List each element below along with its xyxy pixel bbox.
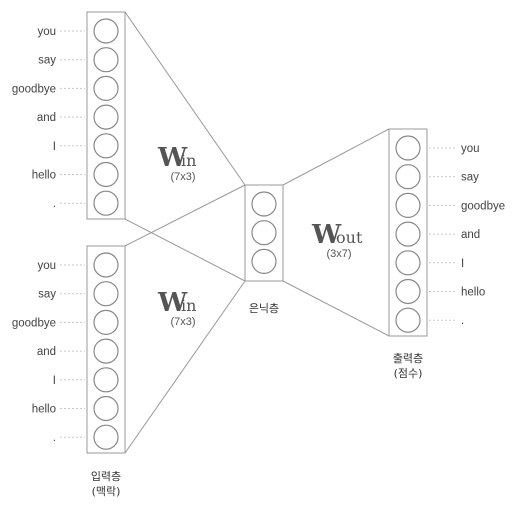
output-word: .: [461, 315, 464, 327]
w-in-bottom-edge-lower: [124, 280, 246, 454]
w-out-dim: (3x7): [326, 248, 351, 260]
input-layer-top-neuron: [93, 18, 119, 44]
input-layer-bottom-neuron: [93, 424, 119, 450]
input-bottom-word: hello: [32, 404, 56, 416]
input-layer-bottom-neuron: [93, 309, 119, 335]
output-word: hello: [461, 287, 485, 299]
w-out-letter: W: [311, 220, 342, 250]
output-layer-neuron: [395, 135, 421, 161]
w-out-edge-upper: [282, 128, 390, 186]
output-word: you: [461, 143, 480, 155]
hidden-layer-label: 은닉층: [249, 302, 279, 315]
input-top-word: I: [53, 141, 56, 153]
input-layer-sublabel: (맥락): [92, 485, 121, 498]
texts: W in (7x3) W in (7x3) W out (3x7) 은닉층 출력…: [91, 143, 423, 498]
input-bottom-word: say: [38, 289, 56, 301]
w-out-edge-lower: [282, 280, 390, 337]
output-layer-sublabel: (점수): [394, 367, 423, 380]
w-out-sub: out: [336, 228, 363, 247]
input-bottom-word: you: [37, 260, 56, 272]
input-layer-top-neuron: [93, 75, 119, 102]
input-layer-top-neuron: [93, 104, 119, 130]
input-layer-bottom-neuron: [93, 338, 119, 364]
input-layer-top-neuron: [93, 161, 119, 188]
weight-connections: [124, 11, 390, 454]
output-layer-neuron: [395, 164, 421, 190]
input-top-word: and: [37, 112, 56, 124]
output-word: I: [461, 258, 464, 270]
input-layer-bottom-neuron: [93, 395, 119, 422]
input-top-word: hello: [32, 170, 56, 182]
w-in-bottom-sub: in: [181, 296, 196, 315]
w-in-top-edge-upper: [124, 11, 246, 186]
input-bottom-word: goodbye: [12, 317, 56, 329]
input-layer-bottom-neuron: [93, 252, 119, 278]
hidden-layer-neuron: [251, 220, 277, 246]
input-layer-bottom-neuron: [93, 281, 119, 307]
input-bottom-word: and: [37, 346, 56, 358]
input-layer-label: 입력층: [91, 470, 121, 483]
input-top-word: say: [38, 55, 56, 67]
output-layer-neuron: [395, 221, 421, 247]
output-word: goodbye: [461, 200, 505, 212]
output-layer-label: 출력층: [393, 352, 423, 365]
input-layer-top-neuron: [93, 47, 119, 73]
input-bottom-word: I: [53, 375, 56, 387]
output-layer-neuron: [395, 278, 421, 305]
input-bottom-word: .: [53, 432, 56, 444]
input-top-word: .: [53, 198, 56, 210]
input-top-word: goodbye: [12, 83, 56, 95]
output-layer-neuron: [395, 250, 421, 276]
w-in-top-dim: (7x3): [170, 171, 195, 183]
output-word: and: [461, 229, 480, 241]
input-layer-top-neuron: [93, 190, 119, 216]
output-word: say: [461, 172, 479, 184]
w-in-bottom-dim: (7x3): [170, 316, 195, 328]
hidden-layer-neuron: [251, 191, 277, 217]
output-layer-neuron: [395, 307, 421, 333]
output-layer-neuron: [395, 192, 421, 218]
w-in-bottom-edge-upper: [124, 184, 246, 247]
w-in-bottom-letter: W: [157, 288, 188, 318]
w-in-top-letter: W: [157, 143, 188, 173]
w-in-top-edge-lower: [124, 218, 246, 282]
input-layer-top-neuron: [93, 133, 119, 159]
hidden-layer-neuron: [251, 248, 277, 274]
input-top-word: you: [37, 26, 56, 38]
w-in-top-sub: in: [181, 151, 196, 170]
input-layer-bottom-neuron: [93, 367, 119, 393]
